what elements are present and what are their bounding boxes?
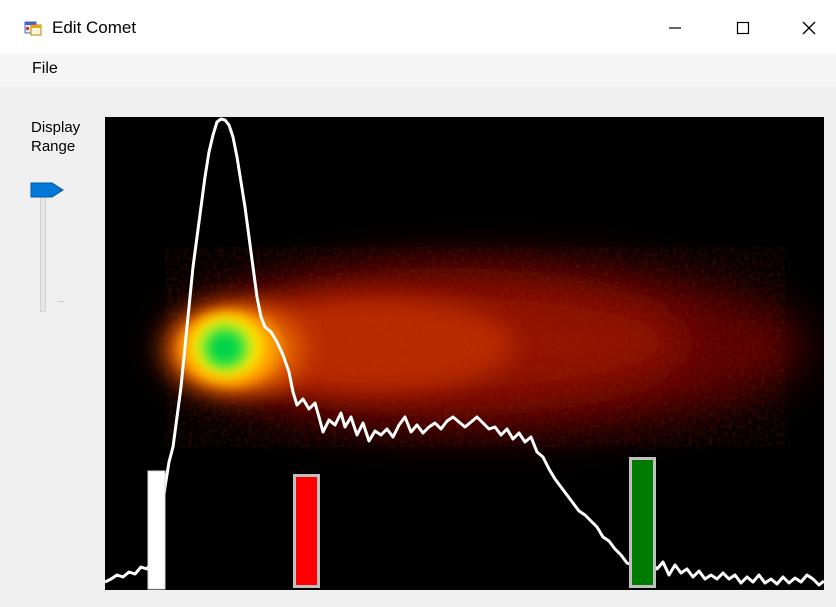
red-marker[interactable]: [293, 474, 320, 588]
close-button[interactable]: [786, 8, 832, 48]
display-range-label: Display Range: [31, 118, 80, 156]
display-range-label-line1: Display: [31, 119, 81, 136]
comet-head: [165, 303, 305, 395]
window-title: Edit Comet: [52, 18, 137, 37]
minimize-button[interactable]: [652, 8, 698, 48]
display-range-slider-track[interactable]: [40, 186, 46, 312]
white-marker[interactable]: [147, 470, 166, 590]
title-bar: Edit Comet: [0, 0, 836, 58]
intensity-profile-line: [105, 117, 824, 587]
display-range-label-line2: Range: [31, 138, 76, 155]
maximize-icon: [736, 21, 750, 35]
comet-image: [105, 117, 824, 590]
maximize-button[interactable]: [720, 8, 766, 48]
menu-file[interactable]: File: [32, 60, 58, 77]
display-range-slider-thumb[interactable]: [30, 182, 66, 198]
close-icon: [802, 21, 816, 35]
app-icon: [24, 21, 42, 36]
minimize-icon: [669, 27, 681, 29]
slider-tick-mark: [58, 301, 64, 302]
menu-bar: File: [0, 54, 836, 86]
green-marker[interactable]: [629, 457, 656, 588]
comet-image-panel[interactable]: [105, 117, 824, 590]
